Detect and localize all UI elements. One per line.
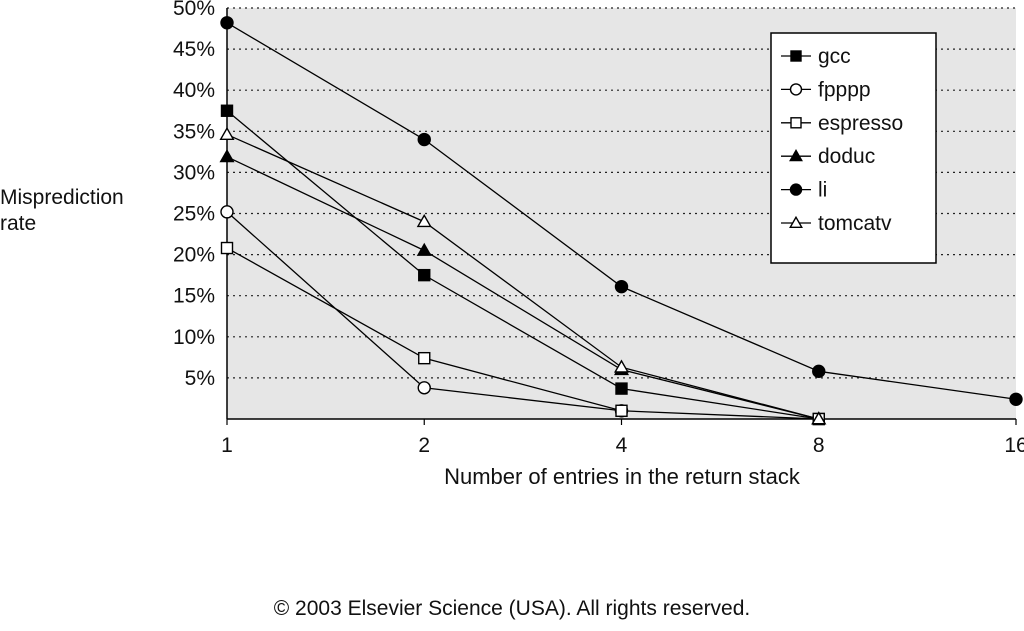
data-point-li bbox=[417, 132, 431, 147]
y-tick-label: 5% bbox=[185, 367, 215, 390]
data-point-espresso bbox=[418, 351, 431, 365]
data-point-gcc bbox=[418, 268, 431, 282]
data-point-espresso bbox=[220, 241, 234, 255]
data-point-li bbox=[812, 364, 826, 379]
data-point-fpppp bbox=[220, 205, 234, 219]
legend-label-tomcatv: tomcatv bbox=[818, 212, 892, 235]
x-tick-label: 2 bbox=[418, 434, 430, 457]
data-point-tomcatv bbox=[613, 359, 630, 373]
x-tick-label: 16 bbox=[1004, 434, 1024, 457]
data-point-espresso bbox=[615, 404, 628, 417]
legend-marker-li bbox=[789, 183, 803, 196]
y-axis-label-line-1: Misprediction bbox=[0, 186, 124, 209]
data-point-li bbox=[614, 279, 629, 294]
copyright-notice: © 2003 Elsevier Science (USA). All right… bbox=[273, 597, 751, 620]
data-point-gcc bbox=[220, 104, 234, 117]
y-tick-label: 35% bbox=[173, 120, 215, 143]
data-point-fpppp bbox=[417, 381, 431, 395]
legend-label-gcc: gcc bbox=[818, 45, 851, 68]
series-line-gcc bbox=[226, 110, 819, 420]
y-tick-label: 10% bbox=[173, 326, 215, 349]
x-tick-label: 1 bbox=[221, 434, 233, 457]
legend-label-fpppp: fpppp bbox=[818, 78, 871, 101]
x-tick-label: 8 bbox=[813, 434, 825, 457]
series-line-tomcatv bbox=[226, 133, 819, 420]
y-tick-label: 15% bbox=[173, 285, 215, 308]
y-axis-label: Misprediction rate bbox=[0, 185, 150, 237]
data-point-tomcatv bbox=[811, 411, 827, 425]
x-axis-label: Number of entries in the return stack bbox=[444, 464, 801, 489]
data-point-tomcatv bbox=[416, 213, 432, 228]
legend-label-li: li bbox=[818, 179, 827, 202]
x-tick-label: 4 bbox=[616, 434, 628, 457]
y-tick-label: 50% bbox=[173, 0, 215, 20]
legend-marker-tomcatv bbox=[789, 215, 803, 229]
y-tick-label: 20% bbox=[173, 244, 215, 267]
data-point-li bbox=[220, 16, 234, 30]
legend-marker-fpppp bbox=[789, 83, 803, 96]
legend-label-espresso: espresso bbox=[818, 112, 903, 135]
y-tick-label: 30% bbox=[173, 161, 215, 184]
y-axis-label-line-2: rate bbox=[0, 212, 37, 235]
y-tick-label: 45% bbox=[173, 38, 215, 61]
y-tick-label: 25% bbox=[173, 203, 215, 226]
series-line-doduc bbox=[226, 156, 819, 420]
legend-marker-gcc bbox=[790, 50, 802, 62]
data-point-doduc bbox=[219, 149, 235, 163]
data-point-tomcatv bbox=[219, 126, 235, 141]
legend-label-doduc: doduc bbox=[818, 145, 875, 168]
data-point-doduc bbox=[416, 242, 432, 256]
legend-marker-espresso bbox=[790, 117, 802, 129]
data-point-gcc bbox=[615, 382, 628, 395]
legend-marker-doduc bbox=[789, 149, 803, 162]
data-point-li bbox=[1009, 392, 1023, 406]
series-line-espresso bbox=[226, 247, 819, 420]
y-tick-label: 40% bbox=[173, 79, 215, 102]
